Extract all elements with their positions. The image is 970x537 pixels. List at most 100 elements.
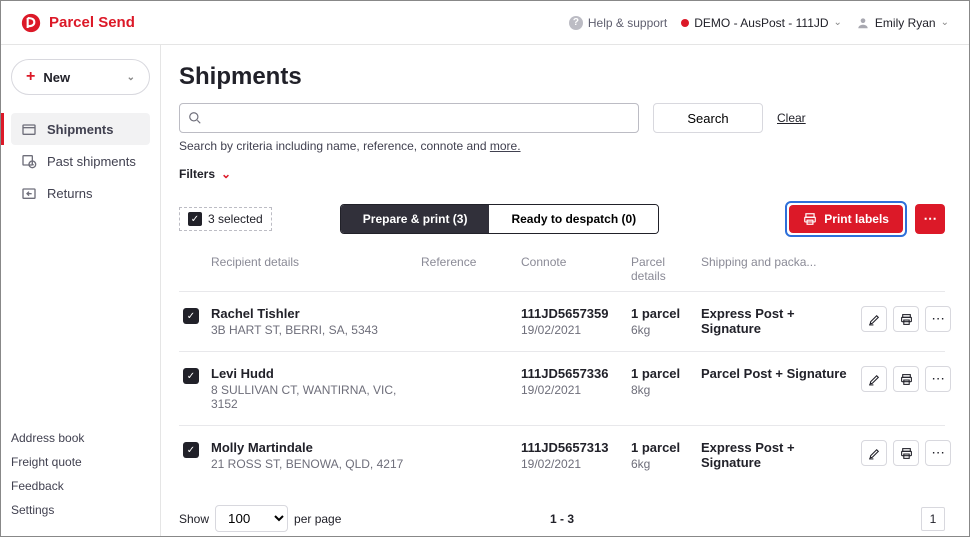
col-connote: Connote [521,255,631,283]
print-row-button[interactable] [893,306,919,332]
help-icon: ? [569,16,583,30]
recipient-name: Molly Martindale [211,440,421,455]
checkbox-checked-icon: ✓ [188,212,202,226]
connote-date: 19/02/2021 [521,383,631,397]
filters-toggle[interactable]: Filters ⌄ [179,167,945,181]
chevron-down-icon: ⌄ [941,17,949,28]
row-more-button[interactable]: ⋯ [925,440,951,466]
shipments-icon [21,121,37,137]
edit-icon [868,373,881,386]
sidebar-item-label: Past shipments [47,154,136,169]
brand-name: Parcel Send [49,14,135,31]
past-shipments-icon [21,153,37,169]
parcel-weight: 8kg [631,383,701,397]
print-labels-label: Print labels [824,212,889,226]
more-icon: ⋯ [923,211,936,227]
edit-icon [868,313,881,326]
row-more-button[interactable]: ⋯ [925,306,951,332]
sidebar-item-label: Shipments [47,122,113,137]
table-body: ✓ Rachel Tishler 3B HART ST, BERRI, SA, 53… [179,291,945,485]
sidebar-item-label: Returns [47,186,93,201]
search-help-more-link[interactable]: more. [490,139,521,153]
selected-count-text: 3 selected [208,212,263,226]
search-input[interactable] [202,111,630,126]
edit-row-button[interactable] [861,366,887,392]
pager: Show 100 per page 1 - 3 1 [179,505,945,532]
print-labels-focus-ring: Print labels [785,201,907,237]
row-checkbox[interactable]: ✓ [183,368,199,384]
printer-icon [900,313,913,326]
table-row: ✓Molly Martindale21 ROSS ST, BENOWA, QLD… [179,425,945,485]
shipping-service: Express Post + Signature [701,306,851,336]
user-menu[interactable]: Emily Ryan ⌄ [856,16,949,30]
page-number[interactable]: 1 [921,507,945,531]
edit-row-button[interactable] [861,306,887,332]
table-row: ✓ Levi Hudd 8 SULLIVAN CT, WANTIRNA, VIC, … [179,351,945,425]
shipping-service: Express Post + Signature [701,440,851,470]
search-icon [188,111,202,125]
account-switcher[interactable]: DEMO - AusPost - 111JD ⌄ [681,16,842,30]
print-row-button[interactable] [893,366,919,392]
toolbar: ✓ 3 selected Prepare & print (3) Ready t… [179,201,945,237]
account-label: DEMO - AusPost - 111JD [694,16,828,30]
recipient-name: Levi Hudd [211,366,421,381]
tab-prepare-print[interactable]: Prepare & print (3) [341,205,490,233]
sidebar-link-freight-quote[interactable]: Freight quote [11,450,150,474]
parcel-count: 1 parcel [631,440,701,455]
sidebar-link-feedback[interactable]: Feedback [11,474,150,498]
printer-icon [900,447,913,460]
recipient-name: Rachel Tishler [211,306,421,321]
chevron-down-icon: ⌄ [127,72,135,83]
recipient-address: 3B HART ST, BERRI, SA, 5343 [211,323,421,337]
chevron-down-icon: ⌄ [221,167,231,181]
sidebar-bottom-links: Address book Freight quote Feedback Sett… [11,426,150,522]
sidebar-link-address-book[interactable]: Address book [11,426,150,450]
search-button[interactable]: Search [653,103,763,133]
col-reference: Reference [421,255,521,283]
page-title: Shipments [179,63,945,91]
new-label: New [43,70,70,85]
print-labels-button[interactable]: Print labels [789,205,903,233]
selected-count-pill[interactable]: ✓ 3 selected [179,207,272,231]
parcel-count: 1 parcel [631,366,701,381]
edit-icon [868,447,881,460]
help-support-link[interactable]: ? Help & support [569,16,667,30]
page-range: 1 - 3 [550,512,574,526]
show-label: Show [179,512,209,526]
new-button[interactable]: + New ⌄ [11,59,150,95]
sidebar-link-settings[interactable]: Settings [11,498,150,522]
printer-icon [900,373,913,386]
col-recipient: Recipient details [211,255,421,283]
plus-icon: + [26,68,35,86]
returns-icon [21,185,37,201]
search-row: Search Clear [179,103,945,133]
edit-row-button[interactable] [861,440,887,466]
sidebar-item-shipments[interactable]: Shipments [11,113,150,145]
more-icon: ⋯ [931,311,944,327]
connote-number: 111JD5657313 [521,440,631,455]
tab-ready-despatch[interactable]: Ready to despatch (0) [489,205,658,233]
recipient-address: 8 SULLIVAN CT, WANTIRNA, VIC, 3152 [211,383,421,411]
page-size-select[interactable]: 100 [215,505,288,532]
row-checkbox[interactable]: ✓ [183,308,199,324]
shipping-service: Parcel Post + Signature [701,366,851,381]
search-box [179,103,639,133]
topbar: Parcel Send ? Help & support DEMO - AusP… [1,1,969,45]
more-icon: ⋯ [931,371,944,387]
parcel-count: 1 parcel [631,306,701,321]
print-row-button[interactable] [893,440,919,466]
clear-link[interactable]: Clear [777,111,806,125]
main-content: Shipments Search Clear Search by criteri… [161,45,969,536]
more-actions-button[interactable]: ⋯ [915,204,945,234]
table-header: Recipient details Reference Connote Parc… [179,255,945,291]
more-icon: ⋯ [931,445,944,461]
sidebar-item-past-shipments[interactable]: Past shipments [11,145,150,177]
per-page-label: per page [294,512,341,526]
sidebar-item-returns[interactable]: Returns [11,177,150,209]
table-row: ✓ Rachel Tishler 3B HART ST, BERRI, SA, 53… [179,291,945,351]
connote-number: 111JD5657336 [521,366,631,381]
user-icon [856,16,870,30]
row-checkbox[interactable]: ✓ [183,442,199,458]
row-more-button[interactable]: ⋯ [925,366,951,392]
help-label: Help & support [588,16,667,30]
